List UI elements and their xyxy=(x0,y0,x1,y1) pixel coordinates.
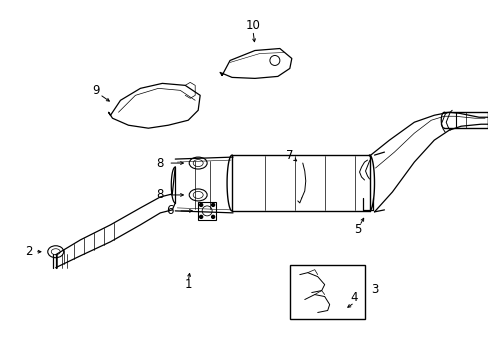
Bar xyxy=(198,202,216,220)
Text: 2: 2 xyxy=(25,245,33,258)
Bar xyxy=(289,265,364,319)
Circle shape xyxy=(211,203,214,206)
Circle shape xyxy=(211,215,214,219)
Text: 4: 4 xyxy=(350,291,358,304)
Text: 3: 3 xyxy=(370,283,377,296)
Text: 9: 9 xyxy=(92,84,99,97)
Text: 7: 7 xyxy=(285,149,293,162)
Text: 5: 5 xyxy=(353,223,361,236)
Text: 8: 8 xyxy=(156,188,163,202)
Circle shape xyxy=(199,215,202,219)
Text: 6: 6 xyxy=(166,204,174,217)
Text: 10: 10 xyxy=(245,19,260,32)
Text: 1: 1 xyxy=(184,278,192,291)
Circle shape xyxy=(199,203,202,206)
Text: 8: 8 xyxy=(156,157,163,170)
